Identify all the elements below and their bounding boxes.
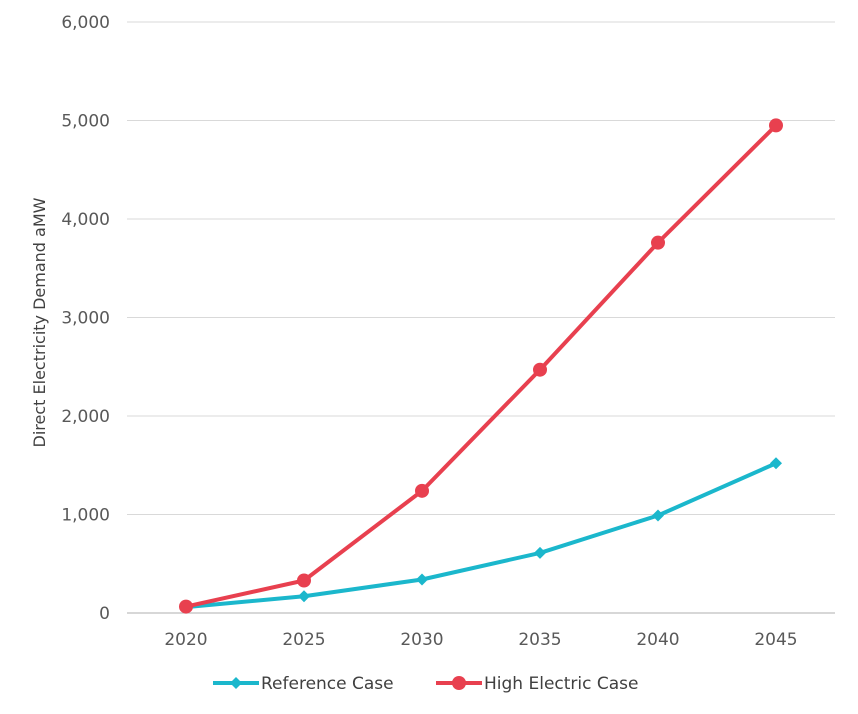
data-point-circle xyxy=(452,676,466,690)
legend-label: High Electric Case xyxy=(484,674,638,694)
data-point-diamond xyxy=(534,546,546,559)
data-point-diamond xyxy=(298,590,310,603)
data-point-diamond xyxy=(230,677,242,689)
y-tick-label: 6,000 xyxy=(61,13,110,33)
x-tick-label: 2040 xyxy=(636,630,679,650)
gridlines xyxy=(127,21,835,614)
data-point-circle xyxy=(179,599,193,614)
data-point-circle xyxy=(769,118,783,133)
data-point-circle xyxy=(415,483,429,498)
data-point-diamond xyxy=(416,573,428,586)
x-tick-label: 2020 xyxy=(164,630,207,650)
series-high-electric-case xyxy=(179,118,783,614)
y-tick-label: 3,000 xyxy=(61,309,110,329)
data-point-diamond xyxy=(770,457,782,470)
series-line xyxy=(184,123,778,609)
data-point-diamond xyxy=(652,509,664,522)
y-axis-title: Direct Electricity Demand aMW xyxy=(30,197,49,447)
series-line xyxy=(184,461,778,610)
legend-item: Reference Case xyxy=(213,674,394,694)
x-tick-label: 2045 xyxy=(754,630,797,650)
series-reference-case xyxy=(180,457,782,614)
y-tick-label: 0 xyxy=(99,604,110,624)
y-tick-label: 4,000 xyxy=(61,210,110,230)
data-point-circle xyxy=(297,573,311,588)
data-point-circle xyxy=(533,362,547,377)
x-tick-label: 2030 xyxy=(400,630,443,650)
series xyxy=(179,118,783,614)
x-axis-ticks: 2020 2025 2030 2035 2040 2045 xyxy=(164,630,797,650)
legend-item: High Electric Case xyxy=(436,674,638,694)
x-tick-label: 2025 xyxy=(282,630,325,650)
y-tick-label: 2,000 xyxy=(61,407,110,427)
y-tick-label: 1,000 xyxy=(61,506,110,526)
y-tick-label: 5,000 xyxy=(61,112,110,132)
legend: Reference Case High Electric Case xyxy=(213,674,638,694)
y-axis-ticks: 0 1,000 2,000 3,000 4,000 5,000 6,000 xyxy=(61,13,110,624)
x-tick-label: 2035 xyxy=(518,630,561,650)
data-point-circle xyxy=(651,235,665,250)
legend-label: Reference Case xyxy=(261,674,394,694)
